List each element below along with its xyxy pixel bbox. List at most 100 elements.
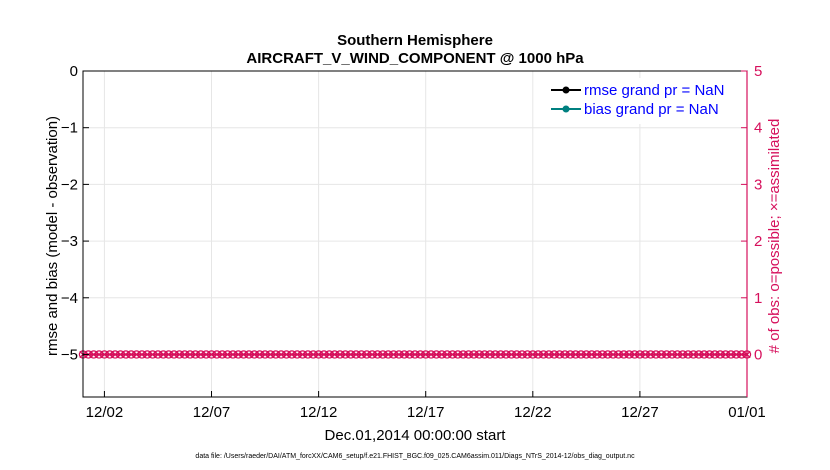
obs-possible-marker xyxy=(512,350,521,359)
obs-possible-marker xyxy=(442,350,452,359)
obs-possible-marker xyxy=(619,350,629,359)
obs-possible-marker xyxy=(721,350,730,359)
obs-possible-marker xyxy=(694,350,704,359)
obs-possible-marker xyxy=(196,350,206,359)
obs-possible-marker xyxy=(373,350,382,359)
y-tick-label: −5 xyxy=(61,346,78,363)
obs-possible-marker xyxy=(464,350,473,359)
obs-possible-marker xyxy=(148,350,157,359)
obs-possible-marker xyxy=(689,350,698,359)
obs-possible-marker xyxy=(94,350,104,359)
y-tick-label: −3 xyxy=(61,233,78,250)
obs-possible-marker xyxy=(341,350,350,359)
x-tick-label: 12/22 xyxy=(514,404,552,421)
legend-rmse-label: rmse grand pr = NaN xyxy=(584,82,724,99)
obs-possible-marker xyxy=(159,350,168,359)
obs-possible-marker xyxy=(153,350,163,359)
y2-tick-label: 0 xyxy=(754,346,762,363)
obs-possible-marker xyxy=(726,350,736,359)
obs-possible-marker xyxy=(496,350,505,359)
obs-possible-marker xyxy=(175,350,184,359)
obs-possible-marker xyxy=(539,350,548,359)
obs-possible-marker xyxy=(716,350,725,359)
obs-possible-marker xyxy=(566,350,575,359)
obs-possible-marker xyxy=(485,350,495,359)
obs-possible-marker xyxy=(458,350,468,359)
obs-possible-marker xyxy=(346,350,355,359)
obs-possible-marker xyxy=(657,350,666,359)
obs-possible-marker xyxy=(608,350,618,359)
data-marks xyxy=(78,350,752,359)
obs-possible-marker xyxy=(410,350,420,359)
obs-possible-marker xyxy=(480,350,489,359)
x-tick-label: 01/01 xyxy=(728,404,766,421)
obs-possible-marker xyxy=(266,350,275,359)
obs-possible-marker xyxy=(351,350,361,359)
obs-possible-marker xyxy=(517,350,527,359)
obs-possible-marker xyxy=(389,350,398,359)
obs-possible-marker xyxy=(469,350,479,359)
obs-possible-marker xyxy=(255,350,264,359)
obs-possible-marker xyxy=(710,350,720,359)
obs-possible-marker xyxy=(448,350,457,359)
obs-possible-marker xyxy=(298,350,307,359)
y-tick-label: −4 xyxy=(61,290,78,307)
obs-possible-marker xyxy=(507,350,516,359)
data-file-footnote: data file: /Users/raeder/DAI/ATM_forcXX/… xyxy=(195,453,635,460)
obs-possible-marker xyxy=(614,350,623,359)
obs-possible-marker xyxy=(180,350,189,359)
obs-possible-marker xyxy=(587,350,596,359)
obs-possible-marker xyxy=(384,350,393,359)
obs-possible-marker xyxy=(191,350,200,359)
y-tick-label: 0 xyxy=(70,63,78,80)
obs-possible-marker xyxy=(432,350,441,359)
obs-possible-marker xyxy=(699,350,709,359)
obs-possible-marker xyxy=(571,350,580,359)
legend-box xyxy=(553,78,745,124)
obs-possible-marker xyxy=(528,350,538,359)
obs-possible-marker xyxy=(400,350,409,359)
y-tick-label: −1 xyxy=(61,120,78,137)
obs-possible-marker xyxy=(201,350,211,359)
obs-possible-marker xyxy=(421,350,430,359)
y2-tick-label: 2 xyxy=(754,233,762,250)
obs-possible-marker xyxy=(357,350,366,359)
y-tick-label: −2 xyxy=(61,176,78,193)
y2-axis-label: # of obs: o=possible; ×=assimilated xyxy=(766,119,783,354)
obs-possible-marker xyxy=(624,350,634,359)
x-tick-label: 12/17 xyxy=(407,404,445,421)
obs-possible-marker xyxy=(416,350,425,359)
obs-possible-marker xyxy=(89,350,98,359)
obs-possible-marker xyxy=(705,350,714,359)
y2-tick-label: 5 xyxy=(754,63,762,80)
obs-possible-marker xyxy=(276,350,286,359)
obs-possible-marker xyxy=(544,350,554,359)
obs-possible-marker xyxy=(582,350,591,359)
obs-possible-marker xyxy=(646,350,655,359)
obs-possible-marker xyxy=(576,350,586,359)
obs-possible-marker xyxy=(501,350,511,359)
obs-possible-marker xyxy=(319,350,329,359)
obs-possible-marker xyxy=(207,350,216,359)
obs-possible-marker xyxy=(673,350,682,359)
x-axis-label: Dec.01,2014 00:00:00 start xyxy=(325,427,507,444)
obs-possible-marker xyxy=(550,350,559,359)
axis-ticks: 12/02 12/07 12/12 12/17 12/22 12/27 01/01 0 −1 −2… xyxy=(61,63,766,421)
obs-possible-marker xyxy=(732,350,741,359)
legend-bias-marker xyxy=(562,105,570,113)
obs-possible-marker xyxy=(394,350,404,359)
obs-possible-marker xyxy=(212,350,222,359)
obs-possible-marker xyxy=(437,350,446,359)
obs-possible-marker xyxy=(426,350,436,359)
obs-possible-marker xyxy=(169,350,179,359)
obs-possible-marker xyxy=(362,350,372,359)
legend-rmse-marker xyxy=(562,86,570,94)
x-tick-label: 12/07 xyxy=(193,404,231,421)
obs-possible-marker xyxy=(667,350,677,359)
obs-possible-marker xyxy=(405,350,414,359)
obs-possible-marker xyxy=(641,350,650,359)
obs-possible-marker xyxy=(271,350,280,359)
obs-possible-marker xyxy=(475,350,484,359)
obs-possible-marker xyxy=(678,350,687,359)
obs-possible-marker xyxy=(239,350,248,359)
